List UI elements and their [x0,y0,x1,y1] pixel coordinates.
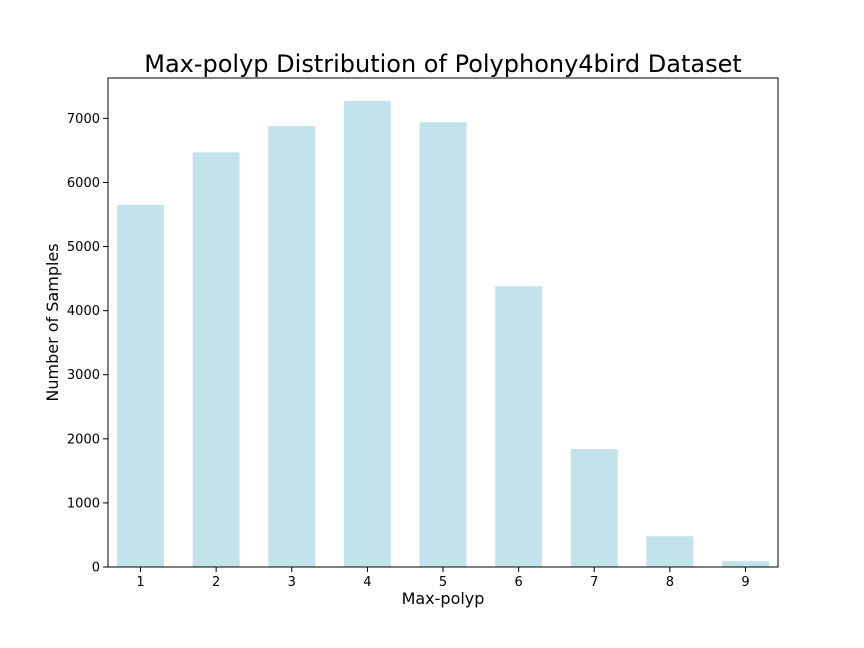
bar-7 [570,449,618,567]
y-tick-label: 7000 [67,112,100,127]
bar-5 [419,122,467,567]
y-tick-label: 2000 [67,432,100,447]
bar-1 [117,204,164,567]
y-tick-label: 3000 [67,368,100,383]
y-tick-label: 0 [92,561,100,576]
y-tick-label: 1000 [67,496,100,511]
bar-9 [722,561,769,567]
bar-8 [646,536,694,567]
y-tick-label: 4000 [67,304,100,319]
chart-title: Max-polyp Distribution of Polyphony4bird… [144,50,742,78]
y-axis-ticks: 0 1000 2000 3000 4000 5000 6000 7000 [67,112,108,576]
y-axis-label: Number of Samples [43,243,62,401]
x-tick-label: 8 [666,575,674,590]
x-tick-label: 5 [439,575,447,590]
bar-4 [343,101,391,567]
x-tick-label: 9 [741,575,749,590]
x-tick-label: 2 [212,575,220,590]
x-tick-label: 4 [363,575,371,590]
y-tick-label: 6000 [67,176,100,191]
bars-group [117,101,769,568]
bar-6 [495,286,543,567]
y-tick-label: 5000 [67,240,100,255]
x-tick-label: 6 [514,575,522,590]
x-tick-label: 1 [136,575,144,590]
bar-2 [192,152,240,567]
x-tick-label: 3 [288,575,296,590]
x-tick-label: 7 [590,575,598,590]
bar-3 [268,126,316,568]
x-axis-label: Max-polyp [402,589,485,608]
x-axis-ticks: 1 2 3 4 5 6 7 8 9 [136,567,750,590]
